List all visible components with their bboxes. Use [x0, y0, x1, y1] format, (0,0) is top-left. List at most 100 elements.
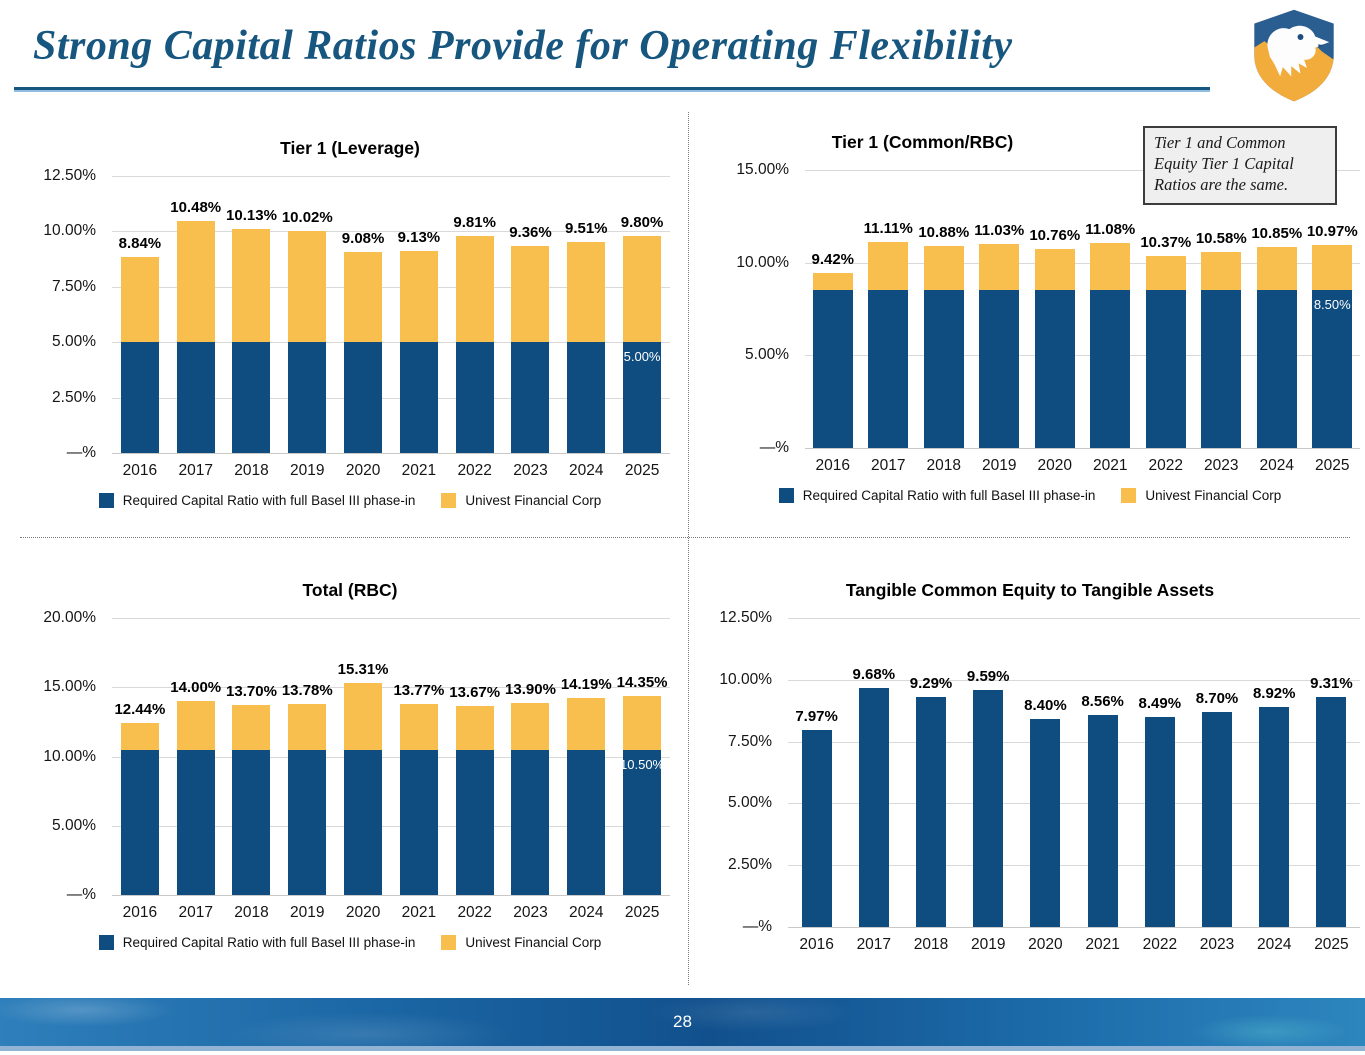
bar-segment: [858, 687, 889, 927]
bar: 11.03%: [974, 170, 1024, 448]
bars-container: 12.44% 14.00% 13.70% 13.78% 15.31% 13.77% 13.6…: [112, 618, 670, 895]
chart-title: Tangible Common Equity to Tangible Asset…: [845, 580, 1215, 600]
data-label: 14.35%: [616, 674, 668, 692]
bars-container: 8.84% 10.48% 10.13% 10.02% 9.08% 9.13% 9.81% 9.…: [112, 176, 670, 453]
data-label: 11.08%: [1085, 220, 1136, 238]
eagle-head: [1267, 25, 1330, 77]
bar-segment-univest: [399, 250, 438, 343]
required-ratio-label: 8.50%: [1313, 297, 1351, 313]
gridline: [112, 342, 670, 344]
y-axis-label: 10.00%: [736, 253, 789, 271]
data-label: 10.48%: [170, 198, 222, 216]
bar: 13.70%: [226, 618, 277, 895]
data-label: 10.76%: [1029, 226, 1081, 244]
y-axis-label: 5.00%: [52, 816, 96, 834]
year-label: 2022: [1142, 936, 1178, 953]
bar-slot: 10.37%: [1138, 170, 1194, 448]
bar-segment-univest: [176, 220, 215, 343]
bar-slot: 7.97%: [788, 618, 845, 927]
y-axis-label: 10.00%: [43, 222, 96, 240]
bar-segment-univest: [979, 243, 1020, 291]
bar: 13.90%: [505, 618, 556, 895]
year-label: 2021: [1085, 936, 1120, 953]
legend-item: Univest Financial Corp: [441, 493, 601, 508]
univest-shield-eagle-logo: [1254, 9, 1334, 102]
bar-segment-required: [511, 342, 550, 453]
bar: 13.77%: [393, 618, 444, 895]
bar: 9.51%: [565, 176, 608, 453]
bar: 11.08%: [1085, 170, 1135, 448]
data-label: 12.44%: [114, 700, 166, 718]
bar-segment-univest: [120, 722, 159, 750]
year-label: 2018: [913, 936, 949, 953]
bar-slot: 10.48%: [168, 176, 224, 453]
bar-slot: 13.70%: [224, 618, 280, 895]
bar-segment-required: [399, 342, 438, 453]
legend-swatch: [98, 935, 114, 950]
data-label: 10.58%: [1195, 229, 1247, 247]
x-axis: 2016 2017 2018 2019 2020 2021 2022 2023 2024 2025: [30, 904, 670, 922]
legend-label: Required Capital Ratio with full Basel I…: [122, 493, 416, 508]
legend-swatch: [1121, 488, 1137, 503]
gridline: [805, 170, 1360, 171]
year-label: 2021: [401, 462, 437, 479]
x-axis: 2016 2017 2018 2019 2020 2021 2022 2023 2024 2025: [700, 457, 1360, 475]
chart-total-rbc: Total (RBC) 20.00% 15.00% 10.00% 5.00% —% 12.4…: [30, 566, 670, 950]
legend-item: Required Capital Ratio with full Basel I…: [98, 935, 415, 950]
gridline: [788, 803, 1360, 805]
year-label: 2025: [1315, 457, 1350, 474]
bar: 9.42%: [811, 170, 855, 448]
vertical-divider: [688, 112, 689, 985]
bar-slot: 10.85%: [1249, 170, 1305, 448]
bar-segment: [1259, 706, 1290, 927]
data-label: 8.70%: [1195, 689, 1239, 707]
bar-slot: 13.90%: [503, 618, 559, 895]
bar: 9.59%: [967, 618, 1009, 927]
plot-row: 15.00% 10.00% 5.00% —% 9.42% 11.11% 10.88% 11.0…: [700, 161, 1360, 456]
bar: 9.29%: [910, 618, 952, 927]
bar: 14.00%: [170, 618, 221, 895]
year-label: 2018: [234, 904, 269, 921]
bar-slot: 8.56%: [1074, 618, 1131, 927]
bar-segment-univest: [288, 230, 327, 343]
data-label: 9.42%: [811, 251, 855, 269]
legend-swatch: [778, 488, 794, 503]
bar-segment-univest: [232, 228, 271, 343]
data-label: 9.59%: [966, 667, 1010, 685]
year-label: 2021: [401, 904, 437, 921]
year-label: 2023: [513, 462, 548, 479]
gridline: [112, 397, 670, 399]
bar-segment-required: [288, 749, 327, 895]
footer-strip: [0, 1046, 1365, 1051]
year-label: 2019: [982, 457, 1017, 474]
bar-segment-required: [455, 342, 494, 453]
bar-segment-univest: [1145, 255, 1186, 291]
data-label: 10.02%: [281, 208, 333, 226]
y-axis-label: 5.00%: [745, 346, 789, 364]
year-label: 2017: [178, 904, 213, 921]
bar-segment-univest: [511, 702, 550, 750]
bar: 10.76%: [1029, 170, 1080, 448]
bar-slot: 10.58%: [1194, 170, 1250, 448]
year-label: 2016: [122, 904, 158, 921]
bar-slot: 8.92%: [1246, 618, 1303, 927]
note-box: Tier 1 and Common Equity Tier 1 Capital …: [1143, 126, 1337, 205]
bar-slot: 8.49%: [1131, 618, 1188, 927]
data-label: 8.49%: [1138, 695, 1182, 713]
bar: 9.13%: [398, 176, 440, 453]
data-label: 14.19%: [560, 676, 612, 694]
bar-segment-univest: [868, 242, 909, 291]
year-label: 2017: [178, 462, 213, 479]
y-axis-label: 2.50%: [728, 856, 772, 874]
year-label: 2024: [1259, 457, 1294, 474]
bar-slot: 9.42%: [805, 170, 861, 448]
chart-title: Tier 1 (Common/RBC): [831, 132, 1014, 152]
year-label: 2025: [624, 462, 660, 479]
gridline: [788, 679, 1360, 681]
bar-slot: 9.36%: [503, 176, 559, 453]
y-axis-label: 10.00%: [719, 670, 772, 688]
bar-segment-required: [812, 290, 853, 448]
year-label: 2025: [624, 904, 660, 921]
horizontal-divider: [20, 537, 1350, 538]
